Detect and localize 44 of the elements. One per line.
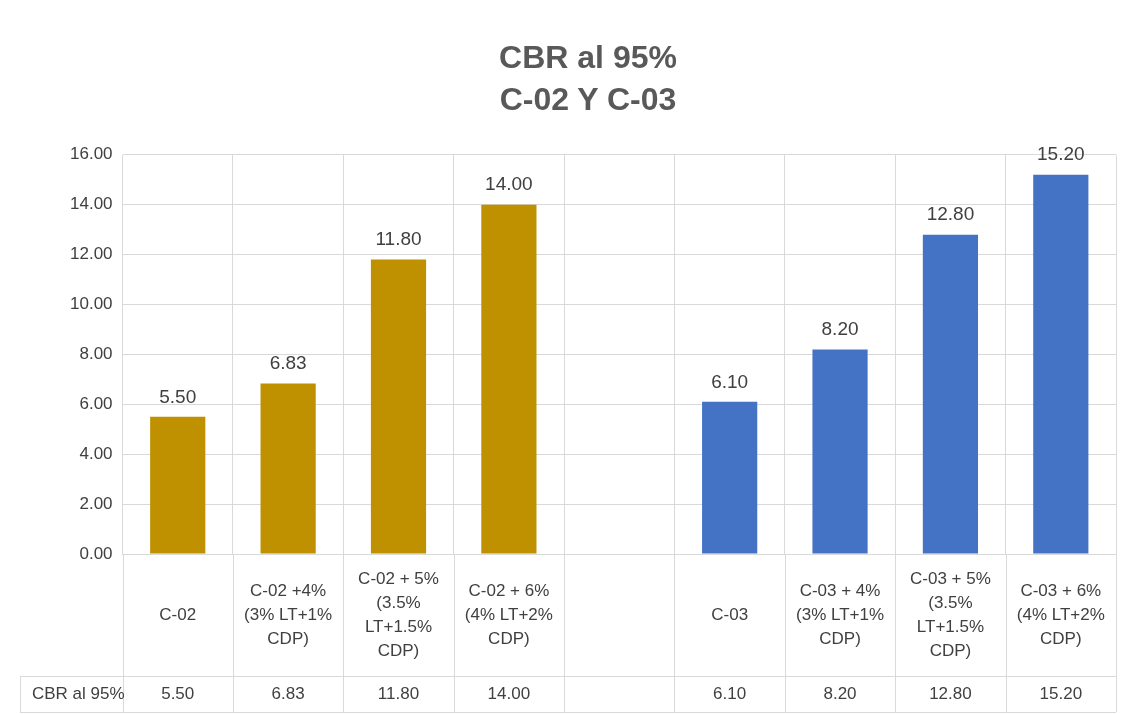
- bar: [1033, 174, 1089, 554]
- y-tick-label: 2.00: [79, 493, 113, 513]
- text: 5.50: [159, 385, 197, 407]
- chart-title: CBR al 95%: [499, 39, 677, 76]
- y-tick-label: 8.00: [79, 344, 113, 364]
- bar: [150, 416, 206, 554]
- bar: [812, 349, 868, 554]
- x-tick-label: C-03: [711, 604, 749, 624]
- bar: [260, 383, 316, 554]
- text: 15.20: [1037, 143, 1085, 165]
- y-tick-label: 14.00: [69, 194, 113, 214]
- y-tick-label: 16.00: [69, 144, 113, 164]
- bar: [370, 259, 427, 554]
- x-tick-label: C-02 + 6% (4% LT+2% CDP): [464, 580, 553, 648]
- text: 8.20: [821, 318, 859, 340]
- text: 14.00: [485, 173, 533, 195]
- y-tick-label: 6.00: [79, 393, 113, 413]
- x-tick-label: C-02 + 5% (3.5% LT+1.5% CDP): [358, 568, 439, 660]
- data-label: 6.10: [713, 683, 747, 703]
- data-label: 5.50: [161, 683, 195, 703]
- data-label: 11.80: [377, 683, 420, 703]
- data-label: 15.20: [1039, 683, 1083, 703]
- y-tick-label: 10.00: [69, 294, 113, 314]
- y-tick-label: 4.00: [79, 443, 113, 463]
- text: CBR al 95%: [32, 683, 125, 703]
- x-tick-label: C-03 + 6% (4% LT+2% CDP): [1016, 580, 1105, 648]
- text: 6.10: [711, 370, 749, 392]
- x-tick-label: C-03 + 4% (3% LT+1% CDP): [796, 580, 885, 648]
- x-tick-label: C-02: [159, 604, 197, 624]
- chart-subtitle: C-02 Y C-03: [499, 81, 677, 118]
- text: 6.83: [269, 352, 307, 374]
- y-tick-label: 12.00: [69, 244, 113, 264]
- x-tick-label: C-02 +4% (3% LT+1% CDP): [244, 580, 333, 648]
- text: 12.80: [926, 203, 975, 225]
- data-label: 12.80: [929, 683, 972, 703]
- text: 11.80: [375, 228, 422, 250]
- data-label: 6.83: [271, 683, 305, 703]
- bar: [702, 401, 758, 554]
- y-tick-label: 0.00: [79, 543, 113, 563]
- bar: [481, 204, 537, 554]
- x-tick-label: C-03 + 5% (3.5% LT+1.5% CDP): [910, 568, 991, 660]
- bar: [922, 234, 979, 554]
- data-label: 8.20: [823, 683, 857, 703]
- data-label: 14.00: [487, 683, 531, 703]
